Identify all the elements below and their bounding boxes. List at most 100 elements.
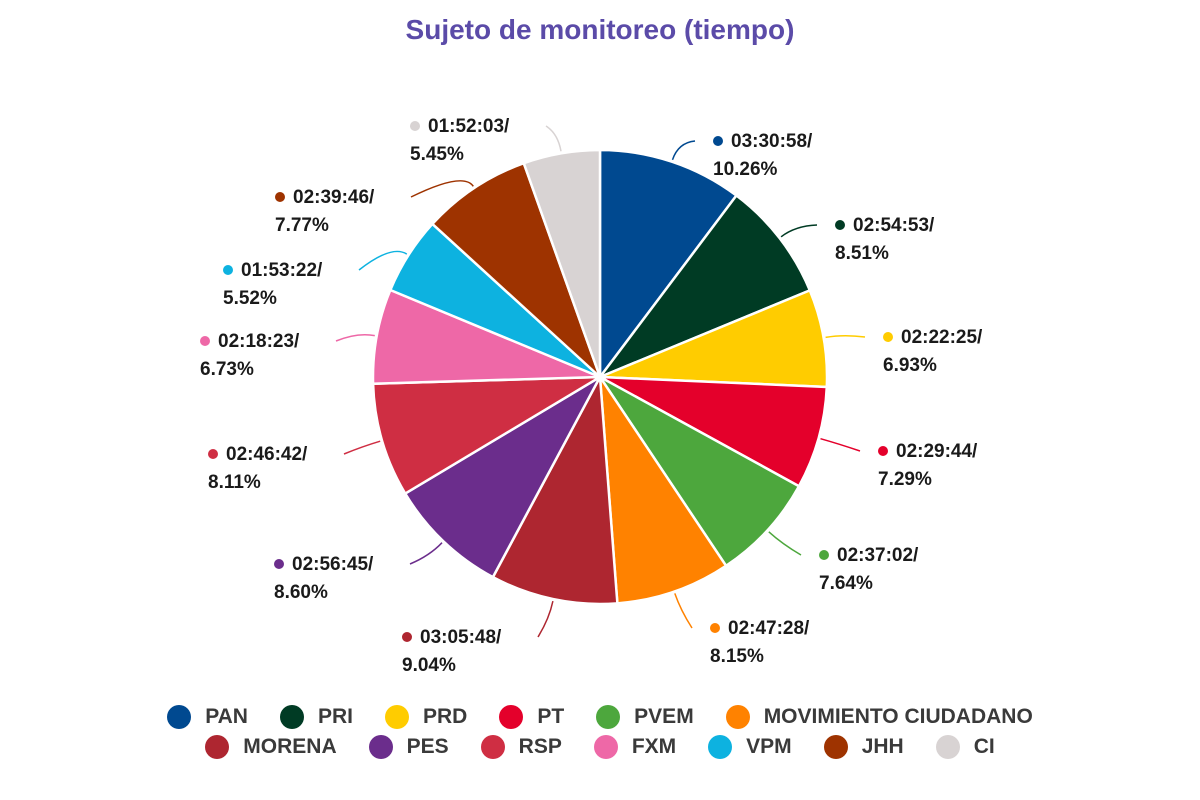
legend-item-movimiento-ciudadano: MOVIMIENTO CIUDADANO	[725, 705, 1033, 729]
pie-slice-pan	[598, 148, 739, 381]
legend-label: PVEM	[634, 705, 694, 728]
pie-slice-pes	[403, 373, 604, 579]
pie-slice-movimiento-ciudadano	[598, 372, 728, 605]
leader-line	[825, 335, 866, 339]
legend-item-pvem: PVEM	[596, 705, 694, 729]
data-label-percent: 5.45%	[410, 144, 464, 165]
label-marker	[883, 332, 893, 342]
legend-swatch	[167, 705, 192, 729]
data-label-time: 02:18:23/	[218, 331, 300, 352]
data-label-percent: 8.51%	[835, 243, 889, 264]
legend-row: MORENA PES RSP FXM VPM JHH CI	[0, 732, 1200, 762]
legend-swatch	[480, 735, 505, 759]
legend-label: PRD	[422, 705, 468, 728]
legend-swatch	[935, 735, 960, 759]
legend-swatch	[708, 735, 733, 759]
leader-line	[671, 140, 696, 161]
data-label-percent: 8.11%	[208, 472, 261, 493]
legend-item-ci: CI	[935, 735, 995, 759]
leader-line	[545, 125, 562, 152]
label-marker	[274, 559, 284, 569]
legend-swatch	[593, 735, 618, 759]
data-label-percent: 9.04%	[402, 655, 456, 676]
label-marker	[208, 449, 218, 459]
label-marker	[200, 336, 210, 346]
legend-label: PAN	[205, 705, 248, 728]
data-label-percent: 8.15%	[710, 646, 764, 667]
legend-item-pri: PRI	[279, 705, 353, 729]
data-label-time: 02:47:28/	[728, 618, 810, 639]
legend-swatch	[596, 705, 621, 729]
label-marker	[402, 632, 412, 642]
pie-chart: 03:30:58/10.26% 02:54:53/8.51% 02:22:25/6.…	[200, 116, 983, 676]
legend-item-pt: PT	[499, 705, 564, 729]
legend-item-jhh: JHH	[823, 735, 904, 759]
pie-slice-pt	[599, 375, 829, 488]
data-label-time: 03:05:48/	[420, 627, 502, 648]
data-label-time: 01:53:22/	[241, 260, 323, 281]
label-marker	[710, 623, 720, 633]
label-marker	[819, 550, 829, 560]
label-marker	[713, 136, 723, 146]
label-marker	[410, 121, 420, 131]
data-label-percent: 6.93%	[883, 355, 937, 376]
legend-label: PT	[537, 705, 565, 728]
data-label-percent: 6.73%	[200, 359, 254, 380]
data-label-percent: 7.64%	[819, 573, 873, 594]
legend-row: PAN PRI PRD PT PVEM MOVIMIENTO CIUDADANO	[0, 702, 1200, 732]
legend-swatch	[725, 705, 750, 729]
data-label-time: 01:52:03/	[428, 116, 510, 137]
legend: PAN PRI PRD PT PVEM MOVIMIENTO CIUDADANO MOREN…	[0, 702, 1200, 762]
data-label-time: 02:56:45/	[292, 554, 374, 575]
data-label-percent: 5.52%	[223, 288, 277, 309]
legend-label: CI	[973, 735, 995, 758]
data-label-time: 02:22:25/	[901, 327, 983, 348]
data-label-percent: 7.77%	[275, 215, 329, 236]
data-label-time: 02:46:42/	[226, 444, 308, 465]
leader-line	[335, 333, 375, 342]
legend-item-pan: PAN	[167, 705, 248, 729]
data-label-percent: 10.26%	[713, 159, 778, 180]
legend-label: JHH	[861, 735, 904, 758]
leader-line	[343, 440, 381, 455]
leader-line	[358, 250, 408, 271]
pie-slice-pvem	[598, 375, 801, 568]
data-label-time: 02:39:46/	[293, 187, 375, 208]
pie-slice-rsp	[371, 375, 605, 496]
label-marker	[223, 265, 233, 275]
legend-swatch	[279, 705, 304, 729]
legend-item-prd: PRD	[384, 705, 468, 729]
pie-slice-morena	[491, 372, 619, 606]
data-label-percent: 7.29%	[878, 469, 932, 490]
legend-item-rsp: RSP	[480, 735, 562, 759]
leader-line	[674, 593, 693, 629]
legend-label: PES	[406, 735, 449, 758]
legend-swatch	[823, 735, 848, 759]
pie-slice-ci	[522, 148, 602, 378]
legend-swatch	[205, 735, 230, 759]
leader-line	[780, 224, 818, 238]
leader-line	[537, 600, 554, 638]
leader-line	[410, 180, 474, 198]
legend-label: RSP	[518, 735, 562, 758]
legend-label: VPM	[746, 735, 792, 758]
data-label-percent: 8.60%	[274, 582, 328, 603]
label-marker	[275, 192, 285, 202]
legend-swatch	[384, 705, 409, 729]
data-label-time: 02:54:53/	[853, 215, 935, 236]
legend-swatch	[368, 735, 393, 759]
legend-item-morena: MORENA	[205, 735, 337, 759]
legend-label: MORENA	[243, 735, 337, 758]
legend-label: MOVIMIENTO CIUDADANO	[763, 705, 1033, 728]
legend-label: FXM	[631, 735, 677, 758]
pie-slice-jhh	[430, 161, 602, 378]
leader-line	[409, 542, 443, 565]
leader-line	[768, 531, 802, 556]
legend-swatch	[499, 705, 524, 729]
data-label-time: 02:29:44/	[896, 441, 978, 462]
legend-item-pes: PES	[368, 735, 449, 759]
label-marker	[835, 220, 845, 230]
legend-label: PRI	[317, 705, 353, 728]
legend-item-fxm: FXM	[593, 735, 677, 759]
pie-slice-pri	[596, 193, 812, 380]
